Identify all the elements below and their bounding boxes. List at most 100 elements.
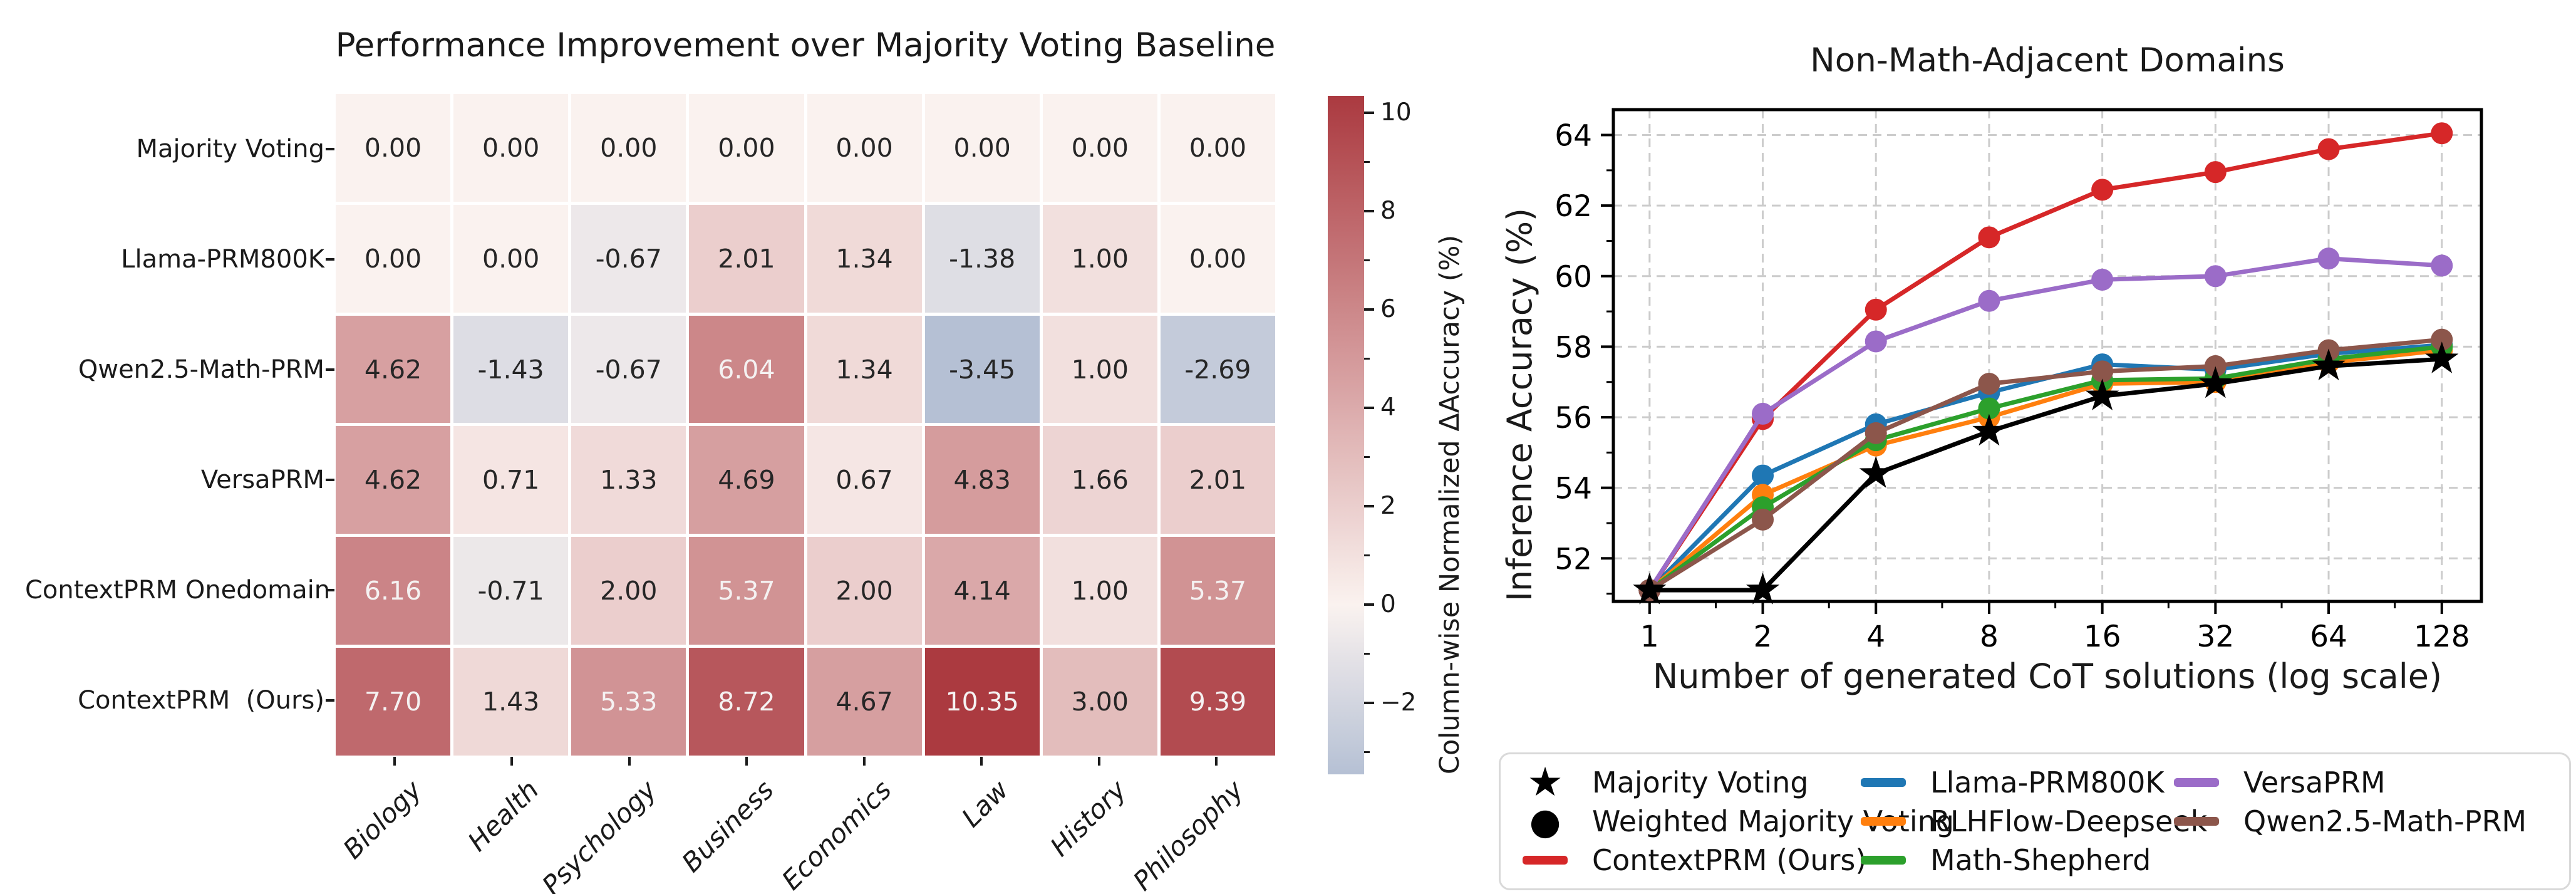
series-marker-circle: [1978, 373, 2000, 395]
series-marker-star: [1746, 573, 1780, 605]
heatmap-row-label: ContextPRM (Ours): [78, 686, 324, 715]
heatmap-title: Performance Improvement over Majority Vo…: [335, 26, 1276, 65]
series-marker-circle: [1865, 422, 1887, 444]
line-swatch: [1855, 778, 1911, 787]
legend-label: VersaPRM: [2243, 766, 2386, 799]
y-tick: [326, 589, 334, 591]
heatmap-cell: 0.00: [924, 94, 1040, 202]
heatmap-cell: 0.00: [1160, 94, 1275, 202]
y-tick: [326, 479, 334, 481]
series-marker-circle: [1752, 464, 1774, 487]
legend-entry: Qwen2.5-Math-PRM: [2168, 802, 2563, 841]
line-swatch: [2168, 817, 2225, 826]
x-tick: [980, 757, 983, 766]
series-marker-circle: [2204, 265, 2227, 288]
heatmap-cell: 0.00: [807, 94, 922, 202]
series-marker-circle: [2431, 122, 2453, 145]
line-swatch: [2174, 778, 2219, 787]
colorbar-tick: [1364, 603, 1374, 606]
colorbar-minor-tick: [1364, 161, 1370, 164]
series-marker-circle: [2091, 179, 2114, 201]
line-swatch: [1855, 856, 1911, 865]
series-marker-circle: [1752, 508, 1774, 531]
series-line-versaprm: [1647, 256, 2442, 591]
series-marker-star: [1859, 456, 1893, 488]
heatmap-cell: -1.38: [924, 204, 1040, 313]
colorbar-tick-label: 0: [1380, 590, 1396, 619]
y-tick: [326, 699, 334, 702]
x-tick: [628, 757, 631, 766]
y-tick-label: 52: [1554, 542, 1592, 576]
heatmap-cell: 4.83: [924, 426, 1040, 534]
heatmap-cell: 5.37: [1160, 537, 1275, 645]
x-tick-label: 2: [1754, 620, 1772, 654]
series-line-rlhflow-deepseek: [1648, 348, 2443, 592]
heatmap-cell: 0.00: [453, 94, 569, 202]
colorbar-minor-tick: [1364, 259, 1370, 262]
legend-entry: ★ Majority Voting: [1517, 762, 1855, 803]
heatmap-row-label: Llama-PRM800K: [121, 245, 324, 274]
legend-entry: ContextPRM (Ours): [1517, 841, 1866, 880]
heatmap-cell: 2.01: [689, 204, 804, 313]
series-line-math-shepherd: [1648, 344, 2443, 592]
colorbar-tick: [1364, 308, 1374, 311]
x-tick: [1215, 757, 1218, 766]
series-marker-circle: [1865, 330, 1887, 353]
legend-entry: Llama-PRM800K: [1855, 763, 2168, 802]
heatmap-cell: 3.00: [1042, 648, 1157, 756]
heatmap-cell: 0.00: [336, 204, 451, 313]
heatmap-cell: 4.14: [924, 537, 1040, 645]
series-marker-star: [2086, 378, 2119, 410]
heatmap-cell: 1.00: [1042, 315, 1157, 424]
series-marker-circle: [2204, 161, 2227, 184]
circle-icon: ●: [1517, 803, 1573, 839]
colorbar-minor-tick: [1364, 456, 1370, 459]
series-marker-star: [2198, 366, 2232, 398]
line-swatch: [1517, 856, 1573, 865]
heatmap-cell: 0.00: [336, 94, 451, 202]
heatmap-cell: 5.33: [571, 648, 686, 756]
legend: ★ Majority Voting ● Weighted Majority Votin…: [1499, 752, 2571, 890]
legend-label: Llama-PRM800K: [1930, 766, 2165, 799]
heatmap-cell: 9.39: [1160, 648, 1275, 756]
x-axis-label: Number of generated CoT solutions (log s…: [1652, 657, 2443, 696]
series-marker-circle: [2317, 247, 2340, 270]
series-marker-star: [2312, 348, 2346, 380]
colorbar-tick-label: −2: [1380, 689, 1417, 717]
heatmap-cell: 8.72: [689, 648, 804, 756]
series-marker-star: [1633, 573, 1667, 605]
x-tick: [745, 757, 748, 766]
colorbar-minor-tick: [1364, 653, 1370, 655]
colorbar-minor-tick: [1364, 751, 1370, 754]
heatmap-cell: 0.71: [453, 426, 569, 534]
heatmap-cell: 0.67: [807, 426, 922, 534]
line-swatch: [1861, 778, 1906, 787]
x-tick-label: 32: [2196, 620, 2234, 654]
colorbar-tick: [1364, 407, 1374, 410]
series-line-qwen2-5-math-prm: [1648, 337, 2443, 592]
colorbar-minor-tick: [1364, 554, 1370, 557]
heatmap-cell: 10.35: [924, 648, 1040, 756]
circle-icon: ●: [1529, 800, 1561, 843]
heatmap-cell: -2.69: [1160, 315, 1275, 424]
x-tick: [1097, 757, 1100, 766]
legend-entry: RLHFlow-Deepseek: [1855, 802, 2207, 841]
heatmap-cell: 1.66: [1042, 426, 1157, 534]
heatmap-cell: 5.37: [689, 537, 804, 645]
heatmap-cell: 4.69: [689, 426, 804, 534]
star-icon: ★: [1517, 762, 1573, 803]
y-axis-label: Inference Accuracy (%): [1500, 207, 1539, 601]
colorbar-tick-label: 2: [1380, 492, 1396, 521]
heatmap-cell: 0.00: [453, 204, 569, 313]
x-tick-label: 8: [1980, 620, 1999, 654]
y-tick-label: 54: [1554, 472, 1592, 506]
colorbar-minor-tick: [1364, 358, 1370, 360]
heatmap-cell: 2.00: [807, 537, 922, 645]
heatmap-cell: 4.62: [336, 426, 451, 534]
line-chart-title: Non-Math-Adjacent Domains: [1810, 41, 2285, 80]
heatmap-cell: -0.67: [571, 204, 686, 313]
x-tick: [510, 757, 514, 766]
x-tick-label: 1: [1640, 620, 1659, 654]
heatmap-cell: 4.67: [807, 648, 922, 756]
colorbar-tick: [1364, 505, 1374, 508]
